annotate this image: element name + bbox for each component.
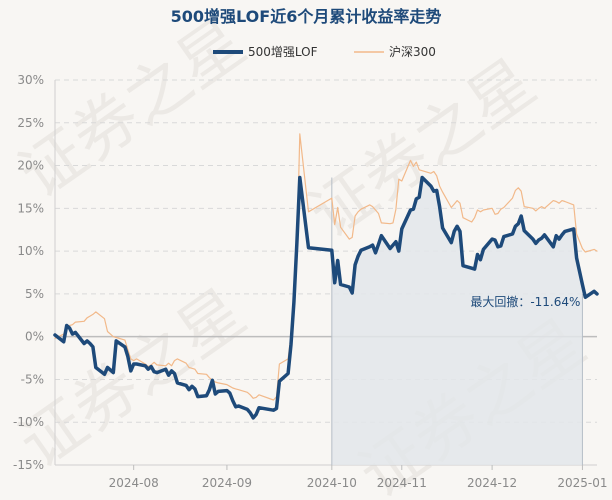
drawdown-area bbox=[331, 177, 583, 465]
y-tick-label-30: 30% bbox=[17, 73, 44, 87]
legend: 500增强LOF 沪深300 bbox=[213, 45, 436, 59]
legend-label-series-1: 500增强LOF bbox=[248, 45, 318, 59]
x-tick-label-2024-10: 2024-10 bbox=[307, 476, 357, 490]
x-tick-label-2025-01: 2025-01 bbox=[557, 476, 607, 490]
y-tick-label-25: 25% bbox=[17, 116, 44, 130]
watermark-text-1: 证券之星 bbox=[7, 6, 259, 213]
annotation-layer: 最大回撤：-11.64% bbox=[470, 294, 580, 309]
y-tick-label-10: 10% bbox=[17, 244, 44, 258]
legend-label-series-2: 沪深300 bbox=[389, 45, 436, 59]
y-tick-label--5: -5% bbox=[21, 372, 44, 386]
x-tick-label-2024-11: 2024-11 bbox=[377, 476, 427, 490]
y-tick-label-15: 15% bbox=[17, 201, 44, 215]
x-tick-label-2024-12: 2024-12 bbox=[467, 476, 517, 490]
y-tick-label--10: -10% bbox=[13, 415, 44, 429]
x-axis: 2024-08 2024-09 2024-10 2024-11 2024-12 2025-… bbox=[109, 465, 608, 490]
chart-title: 500增强LOF近6个月累计收益率走势 bbox=[171, 7, 442, 26]
x-tick-label-2024-08: 2024-08 bbox=[109, 476, 159, 490]
max-drawdown-label: 最大回撤：-11.64% bbox=[470, 294, 580, 309]
y-tick-label-20: 20% bbox=[17, 159, 44, 173]
y-tick-label-5: 5% bbox=[25, 287, 44, 301]
y-axis: -15% -10% -5% 0% 5% 10% 15% 20% 25% 30% bbox=[13, 73, 44, 472]
series-line-500增强LOF bbox=[53, 175, 599, 420]
drawdown-region bbox=[331, 177, 583, 465]
series-lines bbox=[53, 133, 599, 420]
y-tick-label-0: 0% bbox=[25, 330, 44, 344]
y-tick-label--15: -15% bbox=[13, 458, 44, 472]
series-line-沪深300 bbox=[54, 133, 598, 401]
x-tick-label-2024-09: 2024-09 bbox=[202, 476, 252, 490]
